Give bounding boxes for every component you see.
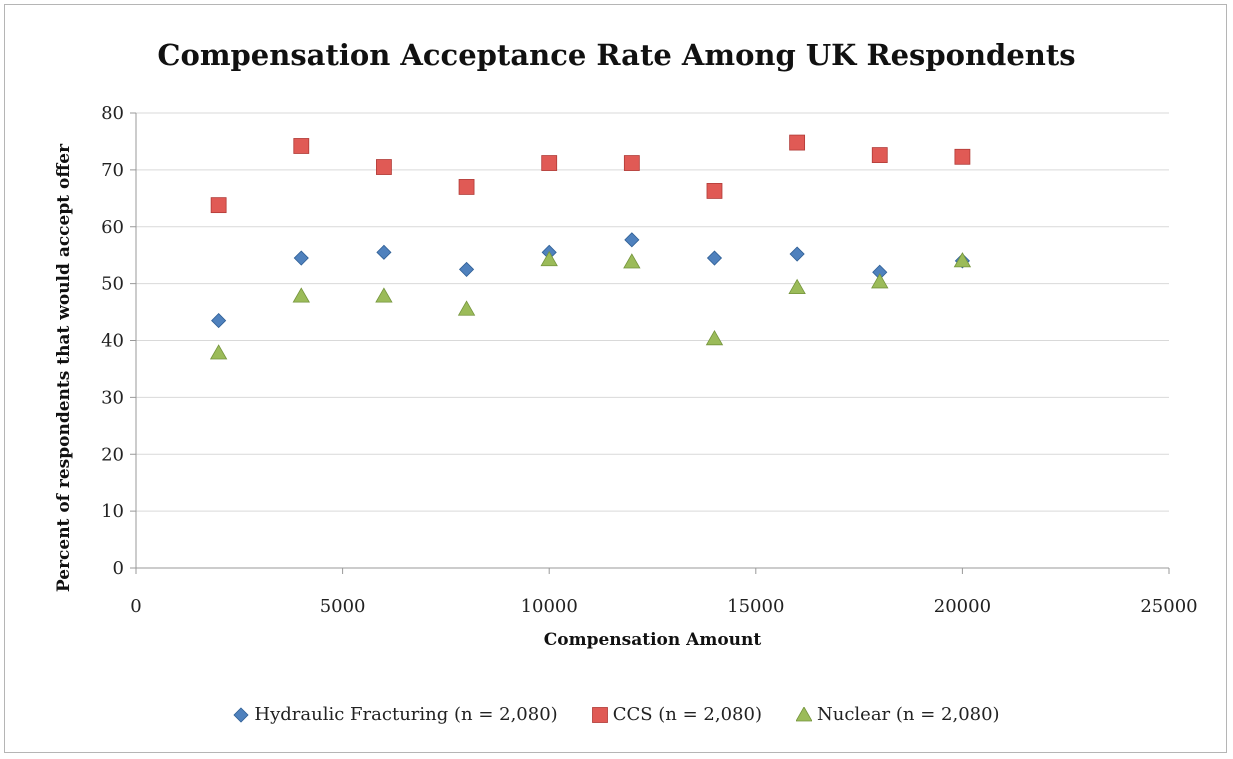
y-tick-label: 70 (101, 160, 124, 181)
point-series-2-5 (623, 253, 641, 269)
legend-marker-square (591, 706, 608, 723)
point-series-1-2 (376, 159, 392, 175)
point-series-1-5 (623, 155, 640, 171)
x-tick-label: 20000 (934, 596, 991, 617)
point-series-1-8 (871, 147, 888, 163)
x-tick-label: 5000 (320, 596, 366, 617)
point-series-2-1 (292, 287, 310, 303)
y-tick-label: 80 (101, 103, 124, 124)
legend-label: Hydraulic Fracturing (n = 2,080) (254, 704, 558, 725)
point-series-2-3 (457, 300, 476, 316)
point-series-2-7 (788, 278, 806, 295)
point-series-2-6 (705, 329, 724, 346)
legend-marker-shape (795, 706, 812, 721)
point-series-2-0 (209, 344, 228, 360)
chart-title: Compensation Acceptance Rate Among UK Re… (157, 38, 1076, 72)
y-tick-label: 40 (101, 331, 124, 352)
point-series-0-7 (789, 246, 805, 262)
point-series-0-3 (458, 261, 475, 277)
y-tick-label: 10 (101, 501, 124, 522)
legend-item-2: Nuclear (n = 2,080) (795, 704, 1000, 725)
point-series-2-2 (375, 287, 393, 303)
chart-frame (4, 4, 1227, 753)
point-series-2-4 (540, 250, 558, 267)
point-series-0-2 (376, 244, 392, 260)
legend-item-1: CCS (n = 2,080) (591, 704, 762, 725)
point-series-1-7 (789, 134, 806, 151)
point-series-1-6 (706, 183, 723, 199)
y-tick-label: 50 (101, 274, 124, 295)
x-axis-label: Compensation Amount (543, 630, 762, 650)
legend-label: Nuclear (n = 2,080) (816, 704, 1000, 725)
point-series-1-4 (541, 155, 558, 171)
x-tick-label: 0 (130, 596, 141, 617)
point-series-1-0 (210, 197, 227, 214)
point-series-1-1 (293, 138, 310, 154)
point-series-0-0 (211, 313, 227, 329)
legend-item-0: Hydraulic Fracturing (n = 2,080) (233, 704, 558, 725)
point-series-0-5 (624, 232, 640, 248)
point-series-1-3 (458, 179, 475, 195)
y-tick-label: 20 (101, 444, 124, 465)
legend-marker-shape (233, 706, 249, 723)
point-series-0-6 (706, 250, 723, 266)
legend-marker-diamond (233, 706, 249, 723)
x-tick-label: 15000 (727, 596, 784, 617)
legend-marker-shape (591, 706, 608, 723)
legend-label: CCS (n = 2,080) (612, 704, 762, 725)
point-series-0-1 (293, 250, 309, 266)
point-series-2-9 (953, 252, 972, 268)
legend: Hydraulic Fracturing (n = 2,080) CCS (n =… (0, 704, 1233, 725)
x-tick-label: 25000 (1140, 596, 1197, 617)
y-tick-label: 30 (101, 387, 124, 408)
x-tick-label: 10000 (521, 596, 578, 617)
point-series-1-9 (954, 148, 971, 165)
legend-marker-triangle (795, 706, 812, 721)
y-tick-label: 0 (113, 558, 124, 579)
point-series-2-8 (871, 273, 889, 289)
y-tick-label: 60 (101, 217, 124, 238)
